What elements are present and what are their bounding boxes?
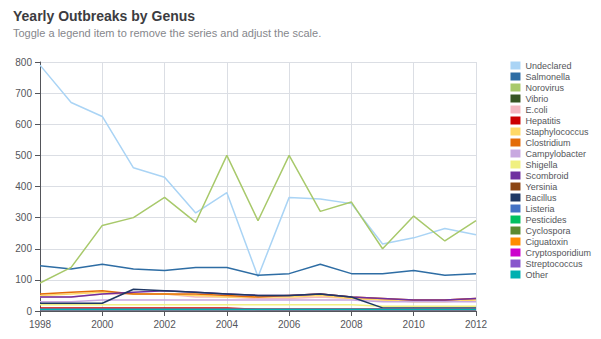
svg-text:Scombroid: Scombroid [525, 171, 568, 181]
svg-text:Ciguatoxin: Ciguatoxin [525, 237, 568, 247]
svg-text:Bacillus: Bacillus [525, 193, 557, 203]
svg-text:Streptococcus: Streptococcus [525, 259, 583, 269]
svg-text:300: 300 [15, 212, 32, 223]
svg-text:Yearly Outbreaks by Genus: Yearly Outbreaks by Genus [13, 8, 195, 24]
svg-text:Clostridium: Clostridium [525, 138, 570, 148]
svg-text:Vibrio: Vibrio [525, 94, 548, 104]
svg-text:2006: 2006 [278, 319, 301, 330]
svg-text:2012: 2012 [465, 319, 488, 330]
svg-text:Pesticides: Pesticides [525, 215, 567, 225]
svg-text:Campylobacter: Campylobacter [525, 149, 586, 159]
svg-text:200: 200 [15, 243, 32, 254]
svg-text:Shigella: Shigella [525, 160, 557, 170]
svg-text:600: 600 [15, 119, 32, 130]
svg-text:100: 100 [15, 274, 32, 285]
svg-text:E.coli: E.coli [525, 105, 547, 115]
svg-text:2004: 2004 [216, 319, 239, 330]
svg-text:2010: 2010 [403, 319, 426, 330]
svg-text:1998: 1998 [29, 319, 52, 330]
svg-text:0: 0 [26, 306, 32, 317]
svg-text:Other: Other [525, 270, 548, 280]
svg-text:2002: 2002 [153, 319, 176, 330]
svg-text:2000: 2000 [91, 319, 114, 330]
svg-text:Cryptosporidium: Cryptosporidium [525, 248, 591, 258]
svg-text:Norovirus: Norovirus [525, 83, 564, 93]
svg-text:Listeria: Listeria [525, 204, 554, 214]
svg-text:800: 800 [15, 57, 32, 68]
svg-text:Cyclospora: Cyclospora [525, 226, 570, 236]
svg-text:700: 700 [15, 88, 32, 99]
svg-text:Undeclared: Undeclared [525, 61, 571, 71]
svg-text:Staphylococcus: Staphylococcus [525, 127, 589, 137]
svg-text:Yersinia: Yersinia [525, 182, 557, 192]
svg-text:Toggle a legend item to remove: Toggle a legend item to remove the serie… [13, 27, 321, 39]
svg-text:400: 400 [15, 181, 32, 192]
svg-text:500: 500 [15, 150, 32, 161]
svg-text:2008: 2008 [340, 319, 363, 330]
svg-text:Hepatitis: Hepatitis [525, 116, 561, 126]
svg-text:Salmonella: Salmonella [525, 72, 570, 82]
